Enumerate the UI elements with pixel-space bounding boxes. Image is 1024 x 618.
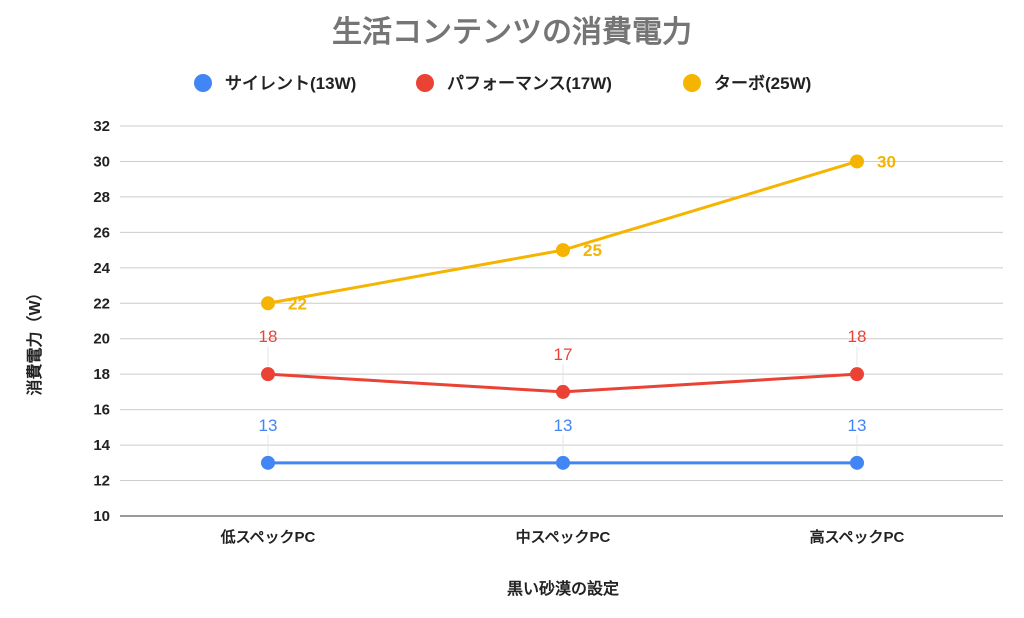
data-label: 13: [848, 416, 867, 435]
y-tick-label: 26: [93, 224, 110, 241]
y-tick-label: 12: [93, 473, 110, 490]
y-tick-label: 30: [93, 153, 110, 170]
data-point: [556, 384, 570, 399]
legend-marker: [416, 74, 434, 92]
x-axis-ticks: 低スペックPC 中スペックPC 高スペックPC: [220, 528, 905, 546]
data-label: 17: [554, 345, 573, 364]
legend-marker: [194, 74, 212, 92]
data-label: 18: [259, 327, 278, 346]
y-axis-label: 消費電力（W）: [25, 284, 44, 395]
chart-title: 生活コンテンツの消費電力: [332, 16, 692, 49]
gridlines: [120, 125, 1003, 517]
legend: サイレント(13W) パフォーマンス(17W) ターボ(25W): [194, 74, 811, 93]
x-axis-label: 黒い砂漠の設定: [507, 579, 619, 598]
y-tick-label: 22: [93, 295, 110, 312]
data-point: [556, 455, 570, 470]
legend-label: パフォーマンス(17W): [447, 74, 612, 93]
x-tick-label: 中スペックPC: [516, 528, 611, 546]
series-0: 13 13 13: [259, 416, 867, 470]
data-label: 25: [583, 241, 602, 260]
y-tick-label: 16: [93, 402, 110, 419]
x-tick-label: 低スペックPC: [220, 528, 316, 546]
data-point: [850, 154, 864, 169]
data-point: [261, 296, 275, 311]
data-label: 18: [848, 327, 867, 346]
legend-label: サイレント(13W): [225, 74, 356, 93]
y-tick-label: 14: [93, 437, 110, 454]
y-tick-label: 32: [93, 118, 110, 135]
series-group: 13 13 13 18 17 18 22 25 30: [259, 152, 896, 470]
data-point: [261, 367, 275, 382]
y-axis-ticks: 10 12 14 16 18 20 22 24 26 28 30 32: [93, 118, 110, 525]
y-tick-label: 10: [93, 508, 110, 525]
y-tick-label: 20: [93, 331, 110, 348]
series-2: 22 25 30: [261, 152, 896, 313]
y-tick-label: 28: [93, 189, 110, 206]
y-tick-label: 18: [93, 366, 110, 383]
legend-marker: [683, 74, 701, 92]
legend-label: ターボ(25W): [714, 74, 811, 93]
series-1: 18 17 18: [259, 327, 867, 399]
data-point: [556, 243, 570, 258]
data-point: [261, 455, 275, 470]
data-label: 13: [554, 416, 573, 435]
y-tick-label: 24: [93, 260, 110, 277]
x-tick-label: 高スペックPC: [810, 528, 905, 546]
data-label: 13: [259, 416, 278, 435]
data-point: [850, 367, 864, 382]
data-point: [850, 455, 864, 470]
data-label: 30: [877, 152, 896, 171]
data-label: 22: [288, 294, 307, 313]
